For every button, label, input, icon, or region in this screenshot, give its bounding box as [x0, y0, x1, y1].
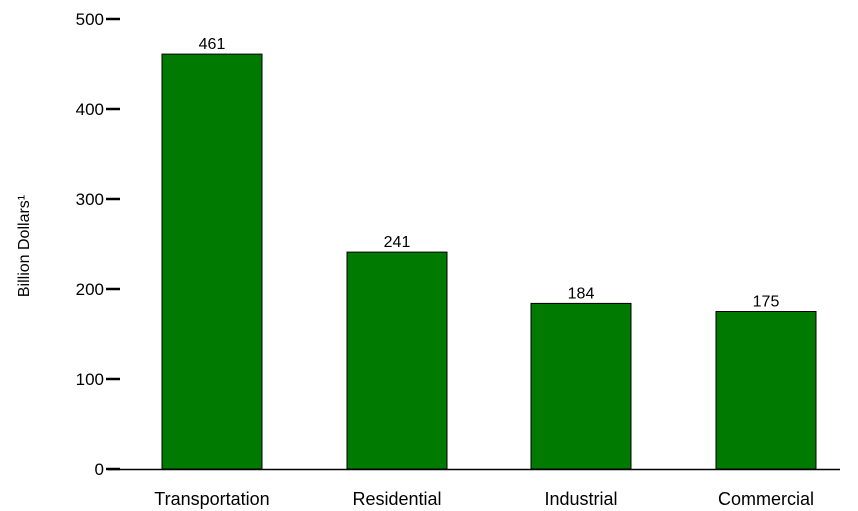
y-tick-label: 400 [76, 100, 104, 119]
y-tick-label: 300 [76, 190, 104, 209]
bars [161, 53, 817, 470]
bar [346, 251, 448, 470]
y-axis-title: Billion Dollars¹ [16, 195, 33, 297]
x-tick-label: Industrial [544, 489, 617, 509]
y-tick-label: 100 [76, 370, 104, 389]
y-axis: 0 100 200 300 400 500 [76, 10, 120, 479]
data-label: 175 [753, 294, 780, 311]
x-tick-label: Transportation [154, 489, 269, 509]
data-labels: 461 241 184 175 [199, 36, 780, 310]
data-label: 241 [384, 234, 411, 251]
y-tick-label: 200 [76, 280, 104, 299]
data-label: 461 [199, 36, 226, 53]
bar [530, 302, 632, 470]
y-tick-label: 500 [76, 10, 104, 29]
x-tick-label: Residential [352, 489, 441, 509]
y-tick-label: 0 [95, 460, 104, 479]
x-axis-labels: Transportation Residential Industrial Comme… [154, 489, 814, 509]
bar [161, 53, 263, 470]
x-tick-label: Commercial [718, 489, 814, 509]
data-label: 184 [568, 285, 595, 302]
bar [715, 311, 817, 470]
